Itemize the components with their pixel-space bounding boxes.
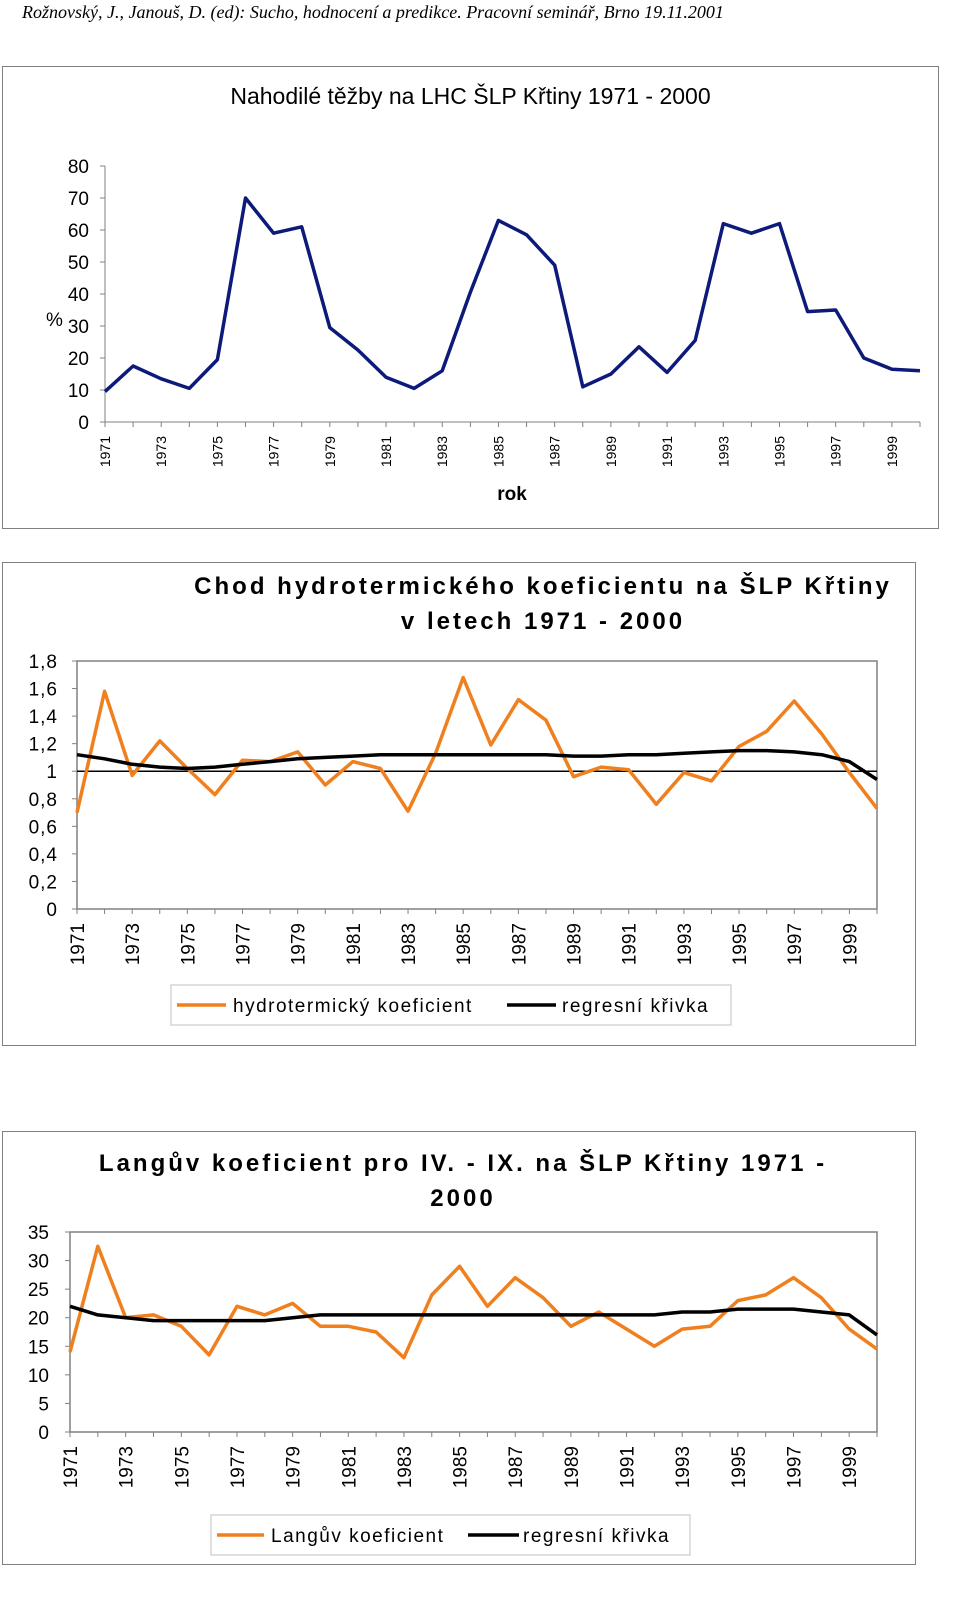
chart-title-line: v letech 1971 - 2000	[400, 608, 686, 635]
chart-title-line: 2000	[430, 1185, 496, 1212]
chart-title: Langův koeficient pro IV. - IX. na ŠLP K…	[63, 1146, 863, 1216]
chart-title: Nahodilé těžby na LHC ŠLP Křtiny 1971 - …	[230, 83, 711, 109]
chart-panel-1: Nahodilé těžby na LHC ŠLP Křtiny 1971 - …	[2, 66, 939, 529]
chart-title-line: Chod hydrotermického koeficientu na ŠLP …	[194, 573, 892, 600]
page-header: Rožnovský, J., Janouš, D. (ed): Sucho, h…	[22, 2, 724, 22]
chart-panel-2: Chod hydrotermického koeficientu na ŠLP …	[2, 562, 916, 1046]
chart-title-line: Langův koeficient pro IV. - IX. na ŠLP K…	[98, 1150, 828, 1177]
chart-title: Chod hydrotermického koeficientu na ŠLP …	[163, 569, 923, 639]
chart-panel-3: Langův koeficient pro IV. - IX. na ŠLP K…	[2, 1131, 916, 1565]
